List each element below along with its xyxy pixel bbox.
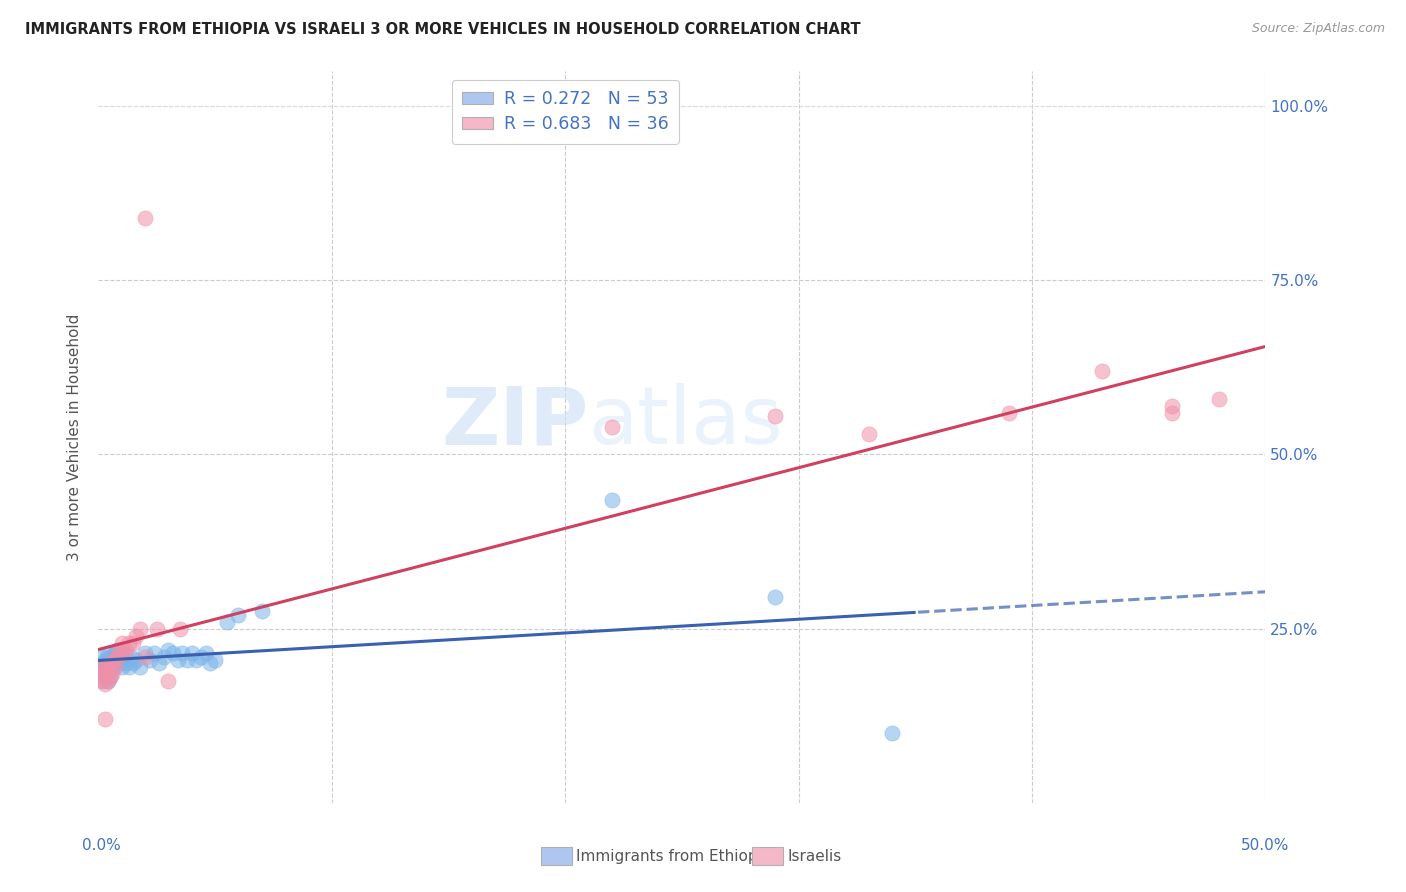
Point — [146, 622, 169, 636]
Text: Source: ZipAtlas.com: Source: ZipAtlas.com — [1251, 22, 1385, 36]
Text: ZIP: ZIP — [441, 384, 589, 461]
Point — [91, 657, 114, 671]
Point — [858, 426, 880, 441]
Point — [118, 660, 141, 674]
Point — [108, 657, 131, 671]
Point — [1161, 399, 1184, 413]
Point — [104, 660, 127, 674]
Point — [122, 635, 145, 649]
Point — [134, 211, 156, 225]
Point — [90, 673, 112, 688]
Point — [157, 642, 180, 657]
Point — [98, 670, 121, 684]
Point — [134, 646, 156, 660]
Point — [172, 646, 194, 660]
Point — [129, 622, 152, 636]
Point — [98, 657, 121, 671]
Point — [250, 604, 273, 618]
Point — [104, 646, 127, 660]
Point — [94, 664, 117, 678]
Point — [186, 653, 208, 667]
Point — [120, 649, 142, 664]
Text: atlas: atlas — [589, 384, 783, 461]
Point — [112, 646, 135, 660]
Text: IMMIGRANTS FROM ETHIOPIA VS ISRAELI 3 OR MORE VEHICLES IN HOUSEHOLD CORRELATION : IMMIGRANTS FROM ETHIOPIA VS ISRAELI 3 OR… — [25, 22, 860, 37]
Point — [600, 419, 623, 434]
Point — [94, 712, 117, 726]
Point — [105, 649, 128, 664]
Point — [115, 642, 138, 657]
Point — [101, 653, 124, 667]
Point — [162, 646, 184, 660]
Point — [134, 649, 156, 664]
Point — [997, 406, 1019, 420]
Point — [228, 607, 250, 622]
Point — [101, 664, 124, 678]
Point — [190, 649, 212, 664]
Point — [111, 660, 134, 674]
Point — [91, 670, 114, 684]
Point — [90, 664, 112, 678]
Point — [105, 642, 128, 657]
Point — [1161, 406, 1184, 420]
Point — [111, 635, 134, 649]
Point — [94, 660, 117, 674]
Point — [763, 409, 786, 424]
Y-axis label: 3 or more Vehicles in Household: 3 or more Vehicles in Household — [66, 313, 82, 561]
Point — [176, 653, 198, 667]
Point — [880, 726, 903, 740]
Text: Israelis: Israelis — [787, 849, 842, 863]
Point — [94, 677, 117, 691]
Point — [98, 649, 121, 664]
Point — [148, 657, 170, 671]
Point — [215, 615, 238, 629]
Point — [97, 646, 120, 660]
Point — [118, 635, 141, 649]
Point — [194, 646, 217, 660]
Point — [169, 622, 191, 636]
Point — [108, 642, 131, 657]
Point — [152, 649, 174, 664]
Text: 50.0%: 50.0% — [1241, 838, 1289, 853]
Point — [97, 673, 120, 688]
Point — [125, 629, 148, 643]
Point — [1208, 392, 1230, 406]
Point — [204, 653, 226, 667]
Point — [166, 653, 188, 667]
Text: 0.0%: 0.0% — [82, 838, 121, 853]
Point — [180, 646, 202, 660]
Point — [104, 653, 127, 667]
Point — [157, 673, 180, 688]
Point — [122, 657, 145, 671]
Point — [763, 591, 786, 605]
Legend: R = 0.272   N = 53, R = 0.683   N = 36: R = 0.272 N = 53, R = 0.683 N = 36 — [451, 80, 679, 144]
Point — [125, 653, 148, 667]
Point — [200, 657, 222, 671]
Point — [108, 646, 131, 660]
Point — [90, 660, 112, 674]
Point — [97, 664, 120, 678]
Point — [94, 653, 117, 667]
Point — [129, 660, 152, 674]
Point — [115, 657, 138, 671]
Point — [104, 657, 127, 671]
Point — [105, 653, 128, 667]
Point — [600, 492, 623, 507]
Point — [143, 646, 166, 660]
Point — [98, 670, 121, 684]
Point — [111, 649, 134, 664]
Point — [91, 660, 114, 674]
Point — [1091, 364, 1114, 378]
Point — [94, 660, 117, 674]
Text: Immigrants from Ethiopia: Immigrants from Ethiopia — [576, 849, 772, 863]
Point — [112, 646, 135, 660]
Point — [90, 667, 112, 681]
Point — [97, 673, 120, 688]
Point — [91, 649, 114, 664]
Point — [101, 667, 124, 681]
Point — [91, 673, 114, 688]
Point — [98, 660, 121, 674]
Point — [139, 653, 162, 667]
Point — [97, 660, 120, 674]
